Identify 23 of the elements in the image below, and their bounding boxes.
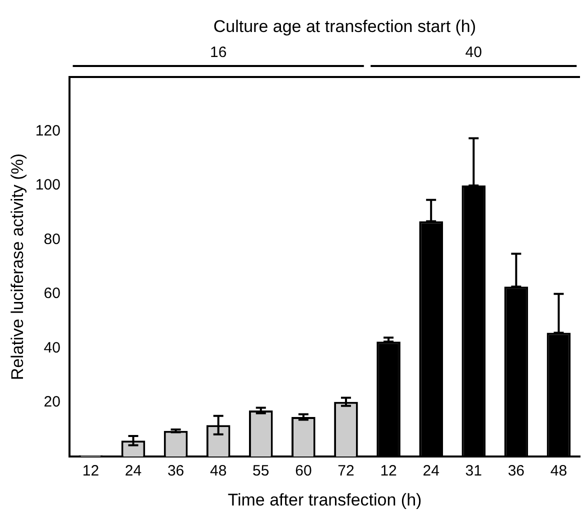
x-tick-label: 24 (422, 462, 440, 480)
y-tick-label: 120 (35, 122, 60, 140)
x-tick-label: 36 (508, 462, 525, 480)
x-tick-label: 36 (167, 462, 184, 480)
x-tick-label: 24 (124, 462, 142, 480)
x-tick-label: 60 (295, 462, 312, 480)
x-tick-label: 12 (82, 462, 100, 480)
y-tick-label: 100 (35, 176, 60, 194)
y-tick-label: 60 (44, 285, 60, 302)
x-tick-label: 72 (338, 462, 354, 480)
x-tick-label: 55 (252, 462, 270, 480)
x-tick-label: 31 (465, 462, 482, 480)
y-tick-label: 20 (44, 394, 60, 411)
text: 16 (210, 44, 227, 61)
y-tick-label: 80 (44, 230, 60, 248)
x-axis-title: Time after transfection (h) (228, 490, 422, 510)
x-tick-label: 48 (210, 462, 227, 480)
text: 40 (465, 44, 482, 61)
y-axis-title: Relative luciferase activity (%) (8, 153, 27, 380)
y-tick-label: 40 (44, 339, 60, 356)
chart-title: Culture age at transfection start (h) (213, 17, 476, 36)
x-tick-label: 12 (380, 462, 397, 480)
x-tick-label: 48 (550, 462, 568, 480)
